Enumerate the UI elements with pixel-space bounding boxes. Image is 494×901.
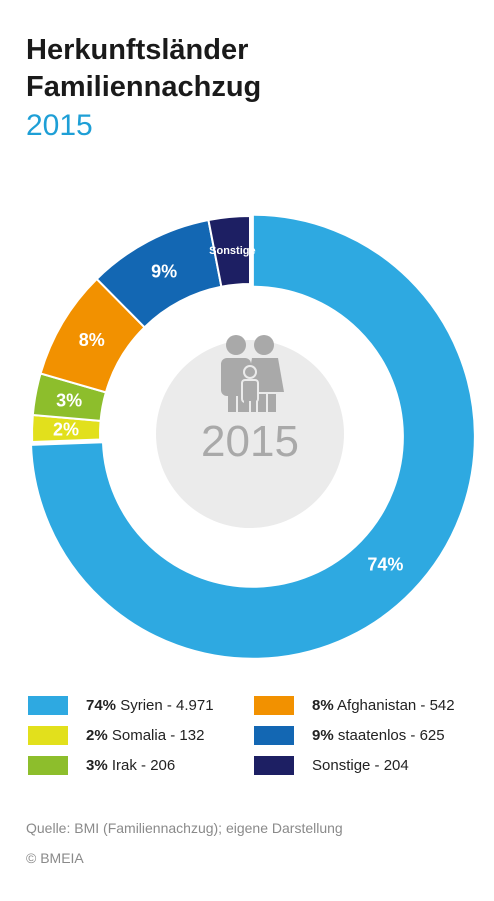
legend-item-irak: 3% Irak - 206 — [28, 756, 175, 775]
legend-label: Somalia - 132 — [111, 727, 205, 744]
legend-label: Syrien - 4.971 — [120, 697, 214, 714]
legend-item-somalia: 2% Somalia - 132 — [28, 726, 204, 745]
source-note: Quelle: BMI (Familiennachzug); eigene Da… — [26, 820, 343, 836]
legend-swatch — [28, 756, 68, 775]
legend-pct: 9% — [312, 727, 334, 744]
legend-pct: 8% — [312, 697, 334, 714]
slice-label-irak: 3% — [56, 390, 82, 410]
slice-label-somalia: 2% — [53, 419, 79, 439]
slice-labels: 74% 2% 3% 8% 9% Sonstige — [53, 245, 403, 575]
legend-item-sonstige: Sonstige - 204 — [254, 756, 409, 775]
title-line-2: Familiennachzug — [26, 71, 262, 103]
slice-label-sonstige: Sonstige — [209, 245, 255, 257]
legend-label: Afghanistan - 542 — [337, 697, 455, 714]
slice-label-staatenlos: 9% — [151, 261, 177, 281]
legend-label: staatenlos - 625 — [337, 727, 445, 744]
title-line-1: Herkunftsländer — [26, 34, 249, 66]
legend-pct: 2% — [86, 727, 108, 744]
legend-label: Sonstige - 204 — [312, 757, 409, 774]
slice-label-syrien: 74% — [367, 554, 403, 574]
slice-syrien — [29, 213, 476, 660]
legend-swatch — [254, 756, 294, 775]
legend-pct: 74% — [86, 697, 117, 714]
legend-swatch — [254, 696, 294, 715]
legend-label: Irak - 206 — [111, 757, 176, 774]
legend-pct: 3% — [86, 757, 108, 774]
legend-item-staatenlos: 9% staatenlos - 625 — [254, 726, 445, 745]
slice-sonstige — [207, 214, 251, 288]
chart-title: Herkunftsländer Familiennachzug — [26, 32, 261, 106]
center-disc — [156, 340, 344, 528]
family-icon — [221, 335, 284, 412]
legend-item-afghanistan: 8% Afghanistan - 542 — [254, 696, 455, 715]
legend-swatch — [254, 726, 294, 745]
legend-swatch — [28, 696, 68, 715]
slice-label-afghanistan: 8% — [79, 330, 105, 350]
donut-chart: 2015 74% 2% 3% 8% 9% Sonstige — [29, 213, 476, 660]
legend: 74% Syrien - 4.971 2% Somalia - 132 3% I… — [0, 690, 494, 790]
legend-item-syrien: 74% Syrien - 4.971 — [28, 696, 214, 715]
chart-subtitle-year: 2015 — [26, 109, 93, 142]
donut-slices — [29, 213, 476, 660]
copyright-note: © BMEIA — [26, 850, 84, 866]
center-year-label: 2015 — [201, 417, 299, 466]
legend-swatch — [28, 726, 68, 745]
